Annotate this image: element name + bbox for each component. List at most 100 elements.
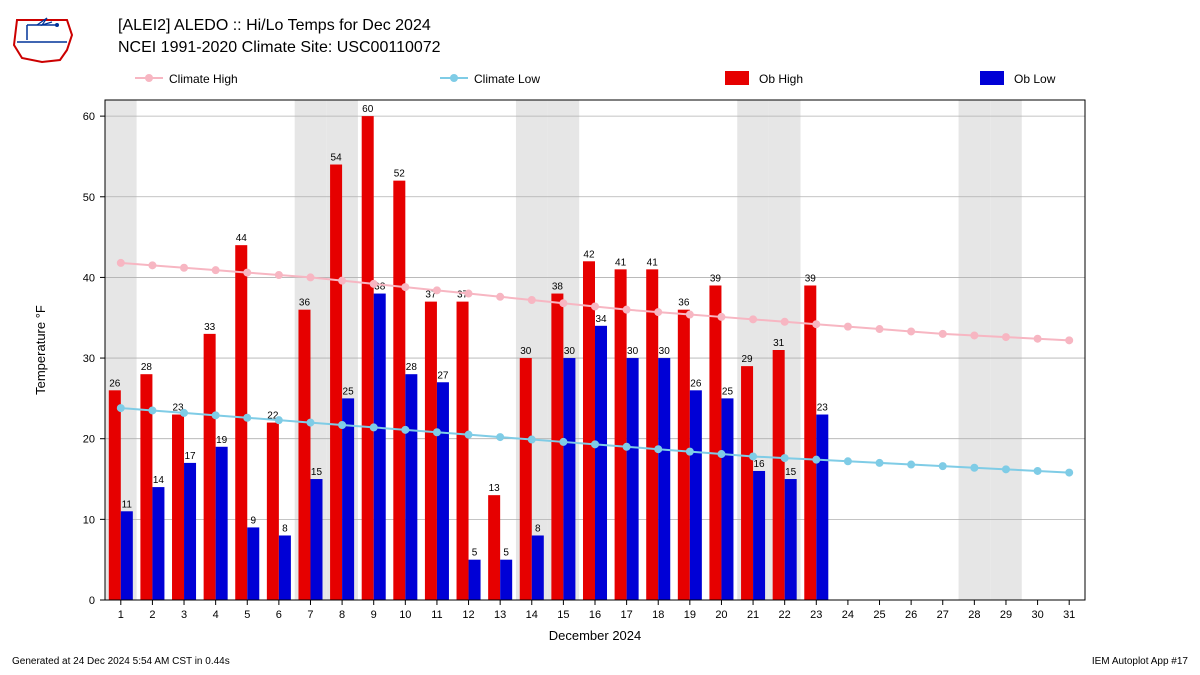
bar-ob-low	[437, 382, 449, 600]
footer-generated: Generated at 24 Dec 2024 5:54 AM CST in …	[12, 656, 230, 667]
chart-container: [ALEI2] ALEDO :: Hi/Lo Temps for Dec 202…	[0, 0, 1200, 675]
x-tick-label: 22	[779, 609, 791, 621]
line-climate-high-marker	[1034, 335, 1041, 342]
line-climate-low-marker	[781, 455, 788, 462]
bar-ob-low	[374, 294, 386, 600]
line-climate-high-marker	[655, 309, 662, 316]
line-climate-low-marker	[528, 436, 535, 443]
bar-label-high: 36	[678, 298, 690, 309]
line-climate-high-marker	[402, 284, 409, 291]
x-tick-label: 21	[747, 609, 759, 621]
bar-label-low: 25	[722, 386, 734, 397]
bar-ob-low	[532, 535, 544, 600]
legend-label: Ob Low	[1014, 72, 1056, 86]
line-climate-low-marker	[117, 405, 124, 412]
x-tick-label: 2	[149, 609, 155, 621]
x-tick-label: 26	[905, 609, 917, 621]
x-tick-label: 23	[810, 609, 822, 621]
line-climate-high-marker	[1002, 334, 1009, 341]
bar-label-high: 52	[394, 169, 406, 180]
bar-label-low: 9	[250, 515, 256, 526]
bar-ob-high	[235, 245, 247, 600]
x-tick-label: 16	[589, 609, 601, 621]
bar-ob-low	[721, 398, 733, 600]
bar-ob-low	[595, 326, 607, 600]
line-climate-high-marker	[592, 303, 599, 310]
x-tick-label: 5	[244, 609, 250, 621]
x-tick-label: 15	[557, 609, 569, 621]
legend-label: Climate High	[169, 72, 238, 86]
bar-label-low: 23	[817, 403, 829, 414]
bar-label-low: 11	[122, 499, 133, 510]
line-climate-low-marker	[686, 448, 693, 455]
bar-ob-low	[247, 527, 259, 600]
bar-ob-low	[753, 471, 765, 600]
bar-ob-low	[405, 374, 417, 600]
line-climate-high-marker	[939, 330, 946, 337]
line-climate-low-marker	[844, 458, 851, 465]
bar-ob-high	[425, 302, 437, 600]
line-climate-low-marker	[1002, 466, 1009, 473]
bar-ob-high	[267, 423, 279, 600]
logo	[14, 18, 72, 62]
line-climate-high-marker	[370, 280, 377, 287]
bar-ob-high	[204, 334, 216, 600]
line-climate-low-marker	[370, 424, 377, 431]
line-climate-high-marker	[212, 267, 219, 274]
footer-app-id: IEM Autoplot App #17	[1092, 656, 1188, 667]
line-climate-high-marker	[971, 332, 978, 339]
bar-ob-high	[551, 294, 563, 600]
bar-ob-high	[646, 269, 658, 600]
bar-label-high: 29	[741, 354, 753, 365]
line-climate-high-marker	[908, 328, 915, 335]
line-climate-high-marker	[718, 313, 725, 320]
bar-ob-low	[310, 479, 322, 600]
line-climate-low-marker	[623, 443, 630, 450]
bar-ob-high	[172, 415, 184, 600]
line-climate-high-marker	[781, 318, 788, 325]
y-tick-label: 10	[83, 514, 95, 526]
bar-label-low: 15	[785, 467, 797, 478]
bar-label-low: 8	[535, 523, 541, 534]
bar-ob-high	[298, 310, 310, 600]
bar-label-low: 19	[216, 435, 228, 446]
line-climate-high-marker	[244, 269, 251, 276]
line-climate-low-marker	[497, 434, 504, 441]
line-climate-high-marker	[813, 321, 820, 328]
bar-label-low: 30	[627, 346, 639, 357]
bar-ob-low	[785, 479, 797, 600]
bar-label-low: 16	[754, 459, 766, 470]
line-climate-low-marker	[149, 407, 156, 414]
bar-label-high: 60	[362, 104, 374, 115]
bar-label-low: 30	[564, 346, 576, 357]
x-tick-label: 28	[968, 609, 980, 621]
y-tick-label: 60	[83, 111, 95, 123]
line-climate-low-marker	[718, 451, 725, 458]
bar-label-high: 36	[299, 298, 311, 309]
line-climate-low-marker	[1034, 467, 1041, 474]
line-climate-high-marker	[339, 277, 346, 284]
x-tick-label: 29	[1000, 609, 1012, 621]
x-axis-label: December 2024	[549, 628, 642, 643]
line-climate-low-marker	[212, 412, 219, 419]
bar-ob-high	[773, 350, 785, 600]
x-tick-label: 7	[307, 609, 313, 621]
y-axis-label: Temperature °F	[33, 305, 48, 395]
bar-label-high: 44	[236, 233, 248, 244]
bar-ob-low	[184, 463, 196, 600]
bar-ob-high	[583, 261, 595, 600]
line-climate-low-marker	[813, 456, 820, 463]
x-tick-label: 17	[620, 609, 632, 621]
x-tick-label: 9	[371, 609, 377, 621]
line-climate-high-marker	[686, 311, 693, 318]
line-climate-high-marker	[528, 297, 535, 304]
bar-ob-low	[658, 358, 670, 600]
line-climate-high-marker	[623, 306, 630, 313]
line-climate-low-marker	[750, 453, 757, 460]
bar-ob-low	[500, 560, 512, 600]
bar-label-high: 26	[109, 378, 121, 389]
x-tick-label: 24	[842, 609, 854, 621]
line-climate-low-marker	[908, 461, 915, 468]
bar-label-high: 28	[141, 362, 153, 373]
x-tick-label: 30	[1031, 609, 1043, 621]
